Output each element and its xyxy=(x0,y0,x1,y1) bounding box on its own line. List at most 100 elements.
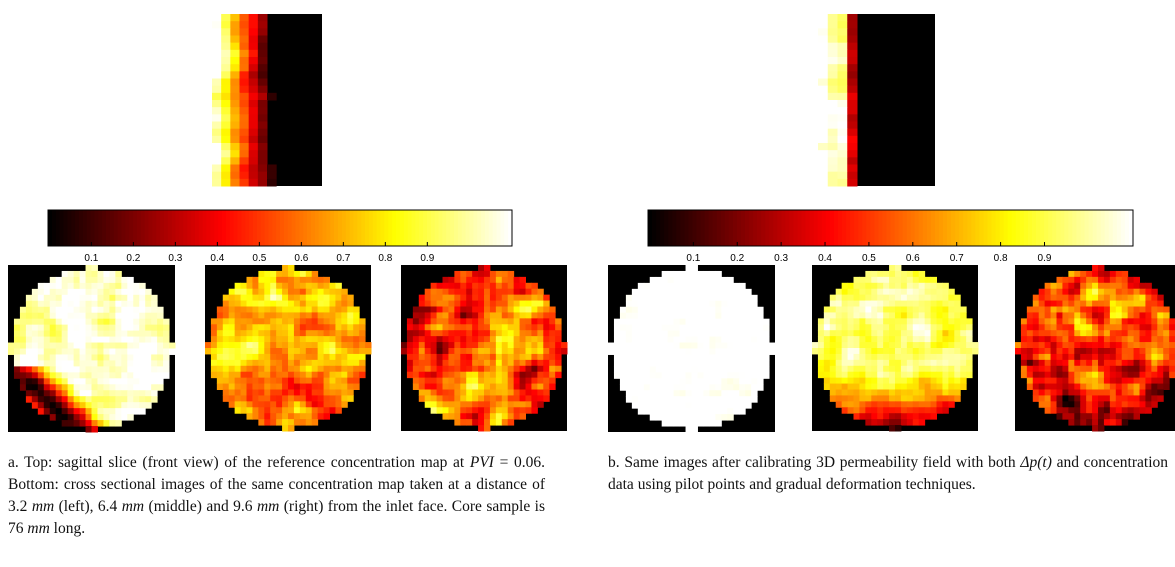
section-cell xyxy=(466,312,473,319)
section-cell xyxy=(673,276,681,284)
section-cell xyxy=(691,318,698,326)
section-cell xyxy=(507,312,515,319)
section-cell xyxy=(733,402,740,409)
section-cell xyxy=(418,312,426,319)
section-cell xyxy=(31,336,39,344)
section-cell xyxy=(222,395,230,402)
section-cell xyxy=(91,354,98,361)
section-cell xyxy=(936,389,943,396)
section-cell xyxy=(151,384,158,391)
section-cell xyxy=(1127,306,1135,313)
section-cell xyxy=(709,282,716,290)
colorbar-cell xyxy=(384,210,389,246)
section-cell xyxy=(721,300,728,308)
section-cell xyxy=(1092,336,1099,343)
colorbar-cell xyxy=(1096,210,1102,246)
section-cell xyxy=(466,324,473,331)
section-cell xyxy=(19,318,27,326)
section-cell xyxy=(883,300,890,307)
section-cell xyxy=(169,348,176,355)
section-cell xyxy=(341,371,348,379)
section-cell xyxy=(73,294,81,302)
section-cell xyxy=(258,395,265,402)
section-cell xyxy=(513,324,521,331)
section-cell xyxy=(847,288,854,296)
section-cell xyxy=(61,354,69,361)
section-cell xyxy=(317,377,325,385)
section-cell xyxy=(1121,407,1129,414)
section-cell xyxy=(889,401,896,408)
colorbar-cell xyxy=(461,210,467,246)
section-cell xyxy=(829,383,837,390)
section-cell xyxy=(353,324,360,331)
section-cell xyxy=(133,378,140,385)
section-cell xyxy=(685,348,692,355)
section-cell xyxy=(1157,395,1164,402)
section-cell xyxy=(930,389,937,396)
section-cell xyxy=(127,294,134,302)
section-cell xyxy=(531,383,538,390)
section-cell xyxy=(472,395,479,402)
section-cell xyxy=(537,342,544,349)
section-cell xyxy=(13,330,21,338)
section-cell xyxy=(531,342,538,349)
section-cell xyxy=(406,348,414,355)
section-cell xyxy=(418,294,426,302)
slice-cell xyxy=(230,35,240,44)
section-cell xyxy=(157,330,164,338)
section-cell xyxy=(472,300,479,307)
section-cell xyxy=(1121,365,1129,373)
section-cell xyxy=(127,384,134,391)
section-cell xyxy=(258,371,265,379)
section-cell xyxy=(727,348,734,355)
section-cell xyxy=(829,359,837,367)
slice-cell xyxy=(257,164,268,173)
section-cell xyxy=(436,371,443,379)
section-cell xyxy=(25,336,33,344)
colorbar-cell xyxy=(117,210,123,246)
section-cell xyxy=(817,359,825,367)
colorbar-cell xyxy=(450,210,455,246)
section-cell xyxy=(299,300,307,307)
section-cell xyxy=(151,300,158,308)
section-cell xyxy=(97,420,104,427)
section-cell xyxy=(1145,342,1152,349)
colorbar-cell xyxy=(862,210,867,246)
section-cell xyxy=(1038,389,1046,396)
section-cell xyxy=(127,312,134,320)
slice-cell xyxy=(257,128,268,137)
section-cell xyxy=(424,365,432,373)
section-cell xyxy=(906,377,914,385)
section-cell xyxy=(1145,288,1152,296)
section-cell xyxy=(103,276,110,284)
section-cell xyxy=(871,300,878,307)
section-cell xyxy=(667,276,675,284)
section-cell xyxy=(1139,330,1146,337)
section-cell xyxy=(472,312,479,319)
section-cell xyxy=(631,330,639,338)
section-cell xyxy=(871,365,878,373)
section-cell xyxy=(246,282,253,290)
section-cell xyxy=(721,396,728,403)
section-cell xyxy=(424,348,432,355)
section-cell xyxy=(519,359,526,367)
colorbar-cell xyxy=(164,210,169,246)
section-cell xyxy=(1163,359,1170,367)
section-cell xyxy=(691,288,698,296)
section-cell xyxy=(525,401,532,408)
section-cell xyxy=(900,318,908,325)
section-cell xyxy=(841,348,849,355)
section-cell xyxy=(936,312,943,319)
colorbar-cell xyxy=(914,210,920,246)
section-cell xyxy=(270,282,277,290)
section-cell xyxy=(709,342,716,349)
section-cell xyxy=(73,378,81,385)
slice-cell xyxy=(257,42,268,51)
section-cell xyxy=(43,384,51,391)
section-cell xyxy=(812,342,819,349)
section-cell xyxy=(305,389,313,396)
section-cell xyxy=(918,395,926,402)
section-cell xyxy=(353,336,360,343)
section-cell xyxy=(436,353,443,361)
section-cell xyxy=(721,294,728,302)
